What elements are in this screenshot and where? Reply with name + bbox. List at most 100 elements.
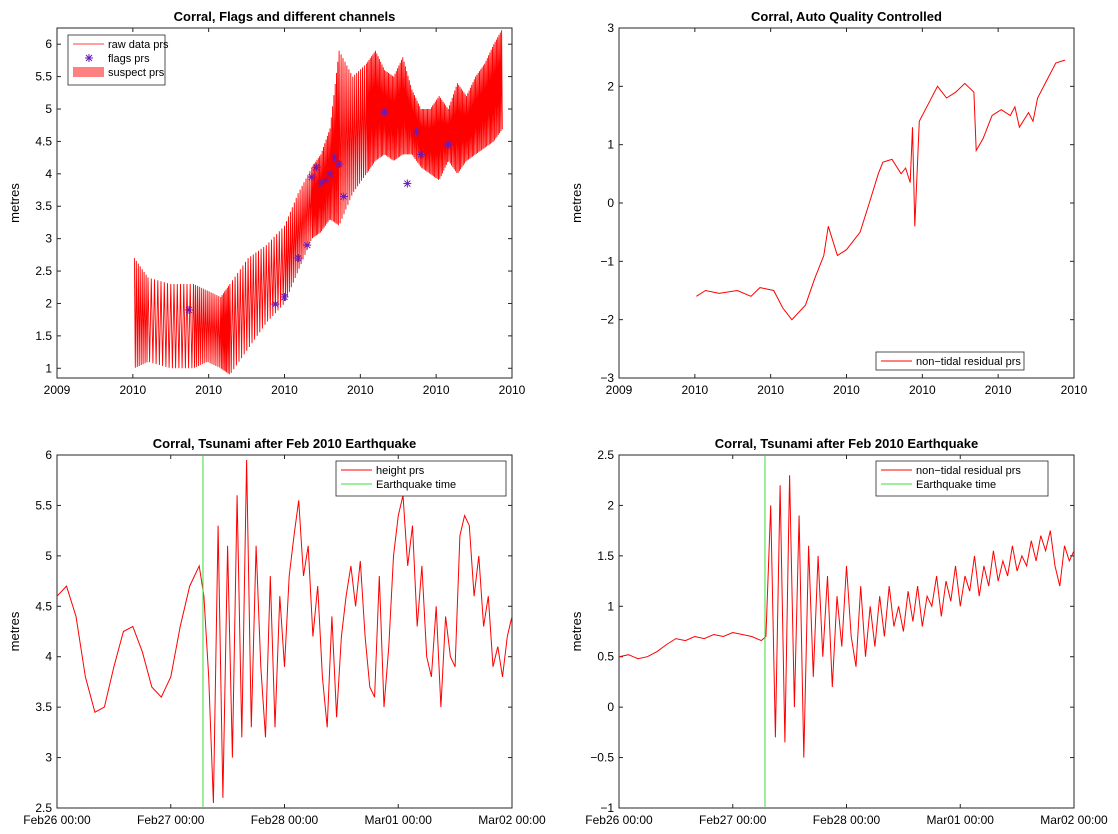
- y-tick-label: 5.5: [35, 498, 52, 512]
- x-tick-label: Mar01 00:00: [927, 813, 995, 827]
- x-tick-label: 2010: [423, 383, 450, 397]
- series-flags-prs: [184, 108, 453, 314]
- axes-frame: [56, 454, 513, 809]
- x-tick-label: 2010: [119, 383, 146, 397]
- flag-marker: [403, 179, 412, 188]
- y-tick-label: −3: [600, 371, 614, 385]
- x-tick-label: 2009: [44, 383, 71, 397]
- x-tick-label: Mar02 00:00: [478, 813, 546, 827]
- x-tick-label: 2010: [347, 383, 374, 397]
- chart-panel-flags: Corral, Flags and different channels metr…: [7, 9, 526, 397]
- flag-marker-d2: [308, 173, 316, 181]
- legend-box: [335, 460, 507, 497]
- x-tick-label: Feb26 00:00: [585, 813, 653, 827]
- x-tick-label: 2010: [499, 383, 526, 397]
- y-tick-label: 2.5: [35, 801, 52, 815]
- flag-marker-d2: [413, 128, 420, 136]
- legend: non−tidal residual prs Earthquake time: [875, 460, 1049, 497]
- x-tick-label: 2010: [195, 383, 222, 397]
- flag-marker-d2: [417, 151, 425, 158]
- flag-marker-d2: [312, 163, 320, 171]
- flag-marker: [312, 163, 321, 172]
- legend-box: [875, 460, 1049, 497]
- flag-marker: [307, 173, 316, 182]
- y-tick-label: 5: [45, 102, 52, 116]
- axes-frame: [618, 454, 1075, 809]
- y-tick-label: 6: [45, 448, 52, 462]
- x-tick-label: Feb27 00:00: [137, 813, 205, 827]
- flag-marker: [303, 241, 312, 250]
- chart-panel-qc: Corral, Auto Quality Controlled metres 200…: [569, 9, 1088, 397]
- y-axis-label: metres: [7, 611, 22, 651]
- legend: raw data prs flags prs suspect prs: [67, 34, 169, 86]
- plot-area: [696, 59, 1066, 321]
- legend-label: raw data prs: [108, 39, 169, 51]
- flag-marker: [326, 169, 334, 178]
- x-tick-label: Feb28 00:00: [251, 813, 319, 827]
- legend-label: non−tidal residual prs: [916, 356, 1021, 368]
- flag-marker: [335, 160, 344, 169]
- legend-symbol: [85, 54, 93, 62]
- x-tick-label: Feb26 00:00: [23, 813, 91, 827]
- y-tick-label: 0: [607, 700, 614, 714]
- legend-label: height prs: [376, 465, 425, 477]
- flag-marker-d2: [331, 154, 338, 161]
- x-tick-label: 2010: [909, 383, 936, 397]
- chart-panel-tsunami-residual: Corral, Tsunami after Feb 2010 Earthquak…: [569, 436, 1108, 827]
- flag-marker-d2: [444, 141, 452, 149]
- y-tick-label: 0: [607, 196, 614, 210]
- x-tick-label: 2009: [606, 383, 633, 397]
- flag-marker-d2: [403, 180, 411, 187]
- y-tick-label: −2: [600, 313, 614, 327]
- legend-box: [875, 351, 1025, 371]
- y-tick-label: 2: [607, 79, 614, 93]
- y-tick-label: 1: [45, 361, 52, 375]
- y-axis-label: metres: [569, 183, 584, 223]
- chart-title: Corral, Tsunami after Feb 2010 Earthquak…: [715, 436, 978, 451]
- y-tick-label: 2: [45, 296, 52, 310]
- y-tick-label: 3: [45, 232, 52, 246]
- y-axis-label: metres: [569, 611, 584, 651]
- chart-title: Corral, Tsunami after Feb 2010 Earthquak…: [153, 436, 416, 451]
- y-tick-label: 3.5: [35, 700, 52, 714]
- legend-label: suspect prs: [108, 67, 165, 79]
- y-tick-label: 1: [607, 599, 614, 613]
- y-tick-label: 0.5: [597, 650, 614, 664]
- chart-panel-tsunami-height: Corral, Tsunami after Feb 2010 Earthquak…: [7, 436, 546, 827]
- chart-title: Corral, Flags and different channels: [174, 9, 396, 24]
- y-tick-label: 5.5: [35, 70, 52, 84]
- y-tick-label: 1.5: [35, 329, 52, 343]
- plot-area: [57, 455, 512, 808]
- legend-patch: [73, 67, 104, 77]
- chart-title: Corral, Auto Quality Controlled: [751, 9, 942, 24]
- flag-marker: [271, 300, 280, 309]
- flag-marker-d2: [322, 176, 329, 184]
- flag-marker: [444, 140, 453, 149]
- flag-marker-d2: [317, 180, 325, 187]
- axes-frame: [56, 27, 513, 379]
- legend-label: Earthquake time: [916, 479, 996, 491]
- flag-marker: [412, 127, 421, 136]
- flag-marker: [380, 108, 389, 117]
- y-tick-label: 4.5: [35, 599, 52, 613]
- flag-marker: [330, 153, 339, 162]
- legend-label: flags prs: [108, 53, 150, 65]
- flag-marker-d2: [335, 160, 343, 168]
- flag-marker-d2: [381, 108, 388, 116]
- y-tick-label: 2.5: [597, 448, 614, 462]
- legend-symbol: [73, 67, 104, 77]
- legend-label: Earthquake time: [376, 479, 456, 491]
- plot-area: [619, 455, 1074, 808]
- y-tick-label: 4.5: [35, 134, 52, 148]
- x-tick-label: 2010: [1061, 383, 1088, 397]
- y-tick-label: 5: [45, 549, 52, 563]
- y-tick-label: 1: [607, 138, 614, 152]
- flag-marker-d2: [340, 193, 348, 200]
- x-tick-label: Feb27 00:00: [699, 813, 767, 827]
- y-axis-label: metres: [7, 183, 22, 223]
- flag-marker: [280, 292, 289, 301]
- y-tick-label: −1: [600, 801, 614, 815]
- flag-marker: [417, 150, 425, 159]
- flag-marker: [294, 254, 303, 263]
- legend-label: non−tidal residual prs: [916, 465, 1021, 477]
